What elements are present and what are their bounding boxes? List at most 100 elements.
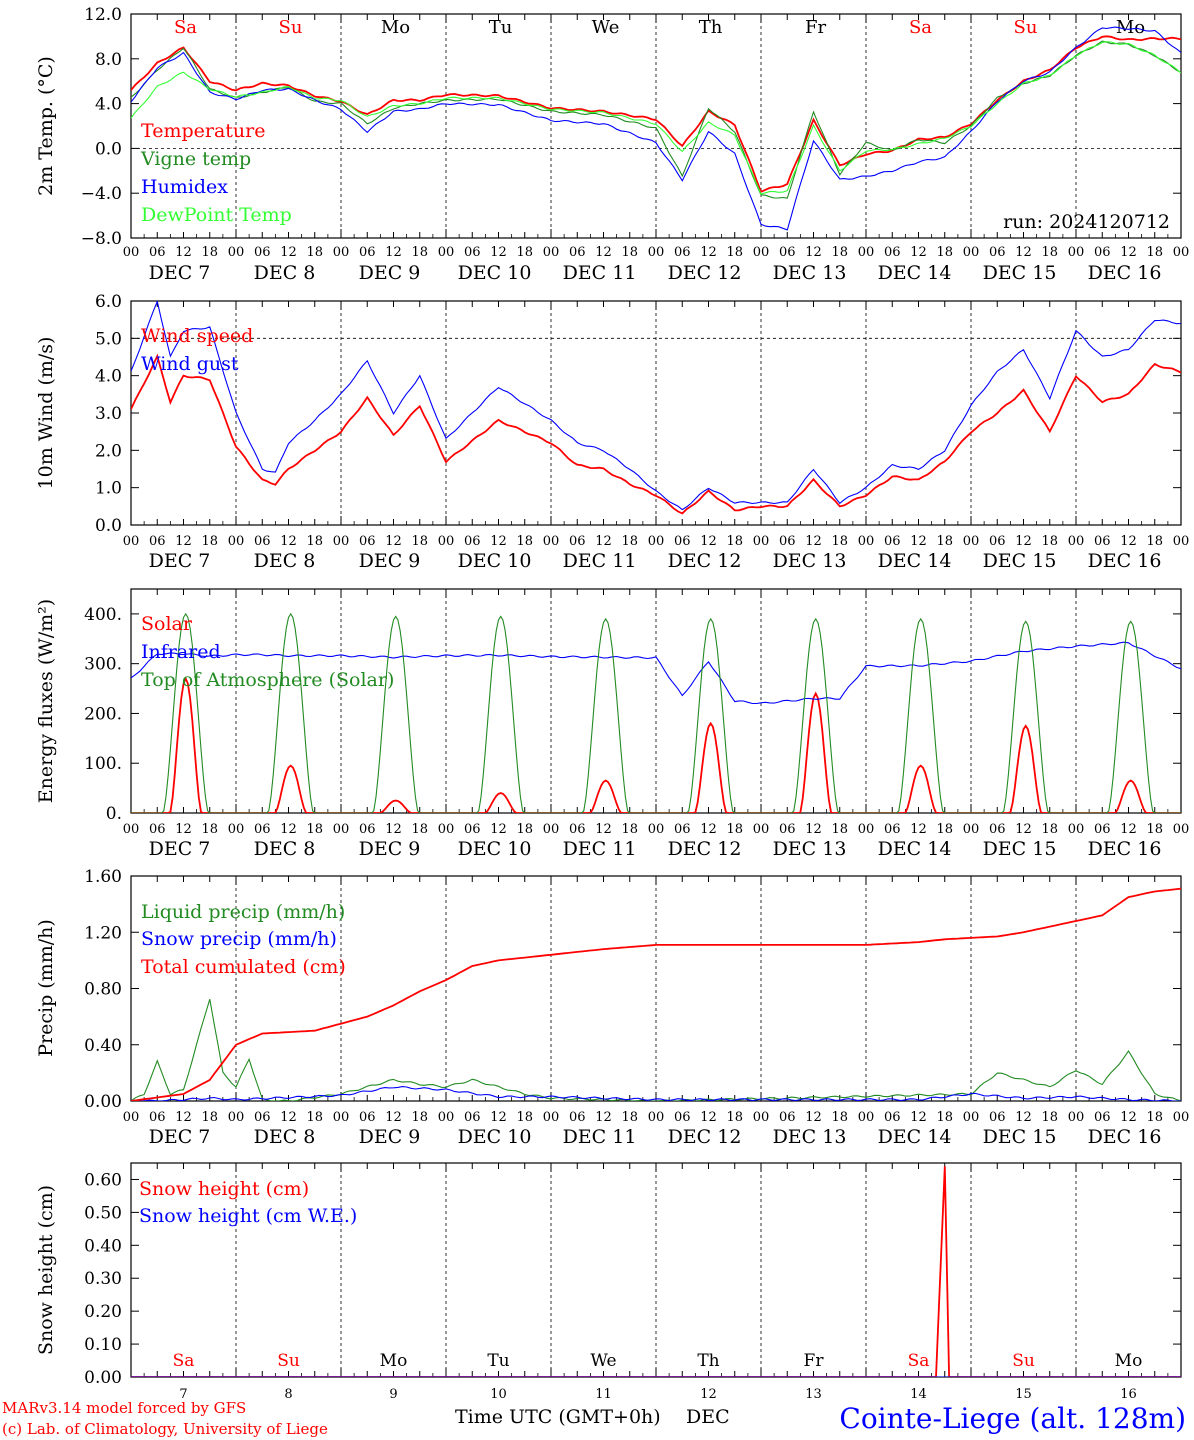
series-line-3 [131, 887, 1181, 1101]
x-tick-label: 18 [726, 534, 743, 549]
date-label: DEC 16 [1088, 550, 1162, 572]
y-tick-label: 3.0 [95, 404, 122, 424]
chart-panel-4: 00 06 12 18 00 06 12 18 00 06 12 18 00 06 12 18 00 06 12 18… [35, 867, 1189, 1148]
x-tick-label: 12 [595, 534, 612, 549]
date-label: DEC 12 [668, 838, 742, 860]
x-tick-label: 06 [674, 822, 691, 837]
weekday-label: Sa [173, 1351, 195, 1371]
date-label: DEC 7 [149, 1126, 211, 1148]
x-tick-label: 12 [1120, 245, 1137, 260]
y-tick-label: 100. [84, 754, 122, 774]
x-tick-label: 00 [648, 822, 665, 837]
x-tick-label: 06 [569, 822, 586, 837]
y-tick-label: 12.0 [84, 5, 122, 25]
date-label: DEC 13 [773, 1126, 847, 1148]
series-line-4 [131, 41, 1181, 195]
weekday-label: Mo [1116, 17, 1145, 38]
x-tick-label: 18 [306, 822, 323, 837]
x-tick-label: 18 [1041, 1110, 1058, 1125]
x-tick-label: 00 [543, 245, 560, 260]
x-tick-label: 06 [464, 534, 481, 549]
day-number-label: 11 [595, 1387, 612, 1402]
x-tick-label: 06 [1094, 534, 1111, 549]
x-tick-label: 18 [831, 245, 848, 260]
x-tick-label: 18 [411, 534, 428, 549]
x-tick-label: 06 [149, 1110, 166, 1125]
x-tick-label: 12 [1015, 1110, 1032, 1125]
x-tick-label: 12 [385, 1110, 402, 1125]
x-tick-label: 00 [858, 245, 875, 260]
x-tick-label: 06 [254, 822, 271, 837]
x-tick-label: 06 [989, 245, 1006, 260]
x-tick-label: 06 [674, 245, 691, 260]
x-tick-label: 00 [123, 1110, 140, 1125]
x-tick-label: 06 [254, 1110, 271, 1125]
y-tick-label: 200. [84, 704, 122, 724]
x-tick-label: 18 [411, 1110, 428, 1125]
y-axis-label: Precip (mm/h) [35, 919, 57, 1057]
x-tick-label: 00 [963, 245, 980, 260]
day-number-label: 13 [805, 1387, 822, 1402]
day-number-label: 14 [910, 1387, 927, 1402]
x-tick-label: 00 [438, 245, 455, 260]
x-tick-label: 18 [306, 1110, 323, 1125]
x-tick-label: 12 [490, 1110, 507, 1125]
x-tick-label: 00 [1068, 822, 1085, 837]
date-label: DEC 8 [254, 262, 316, 284]
legend-entry: DewPoint Temp [141, 204, 292, 226]
x-tick-label: 12 [1120, 534, 1137, 549]
x-tick-label: 00 [753, 534, 770, 549]
y-tick-label: 1.60 [84, 867, 122, 887]
x-tick-label: 18 [831, 1110, 848, 1125]
day-number-label: 15 [1015, 1387, 1032, 1402]
legend-entry: Snow precip (mm/h) [141, 928, 337, 950]
x-tick-label: 12 [1120, 822, 1137, 837]
y-tick-label: 0.00 [84, 1368, 122, 1388]
day-number-label: 12 [700, 1387, 717, 1402]
x-tick-label: 06 [884, 822, 901, 837]
date-label: DEC 9 [359, 262, 421, 284]
x-tick-label: 12 [1015, 534, 1032, 549]
x-tick-label: 00 [228, 245, 245, 260]
weekday-label: We [590, 1351, 616, 1371]
legend-entry: Vigne temp [140, 148, 251, 170]
footer-model-line: MARv3.14 model forced by GFS [2, 1399, 246, 1417]
date-label: DEC 16 [1088, 838, 1162, 860]
date-label: DEC 8 [254, 550, 316, 572]
x-tick-label: 00 [1173, 245, 1190, 260]
day-number-label: 9 [389, 1387, 397, 1402]
x-tick-label: 12 [910, 245, 927, 260]
series-line-2 [131, 301, 1181, 511]
series-line-3 [131, 612, 1181, 813]
y-tick-label: 0.40 [84, 1236, 122, 1256]
date-label: DEC 14 [878, 838, 952, 860]
y-axis-label: 2m Temp. (°C) [35, 56, 57, 196]
x-tick-label: 18 [936, 1110, 953, 1125]
x-tick-label: 18 [516, 822, 533, 837]
weekday-label: Sa [908, 1351, 930, 1371]
x-tick-label: 12 [700, 822, 717, 837]
x-tick-label: 18 [831, 822, 848, 837]
series-line-2 [131, 641, 1181, 705]
x-tick-label: 12 [805, 822, 822, 837]
x-tick-label: 18 [306, 534, 323, 549]
x-tick-label: 06 [884, 1110, 901, 1125]
x-tick-label: 12 [595, 1110, 612, 1125]
y-tick-label: 0.0 [95, 139, 122, 159]
x-tick-label: 12 [700, 534, 717, 549]
x-tick-label: 12 [1015, 245, 1032, 260]
x-tick-label: 00 [1173, 1110, 1190, 1125]
x-tick-label: 00 [333, 1110, 350, 1125]
date-label: DEC 10 [458, 262, 532, 284]
weekday-label: We [592, 17, 620, 38]
x-tick-label: 06 [254, 245, 271, 260]
day-number-label: 16 [1120, 1387, 1137, 1402]
date-label: DEC 7 [149, 838, 211, 860]
date-label: DEC 10 [458, 550, 532, 572]
y-tick-label: 0.10 [84, 1335, 122, 1355]
x-tick-label: 06 [149, 822, 166, 837]
x-tick-label: 12 [805, 1110, 822, 1125]
x-tick-label: 06 [779, 822, 796, 837]
date-label: DEC 15 [983, 550, 1057, 572]
